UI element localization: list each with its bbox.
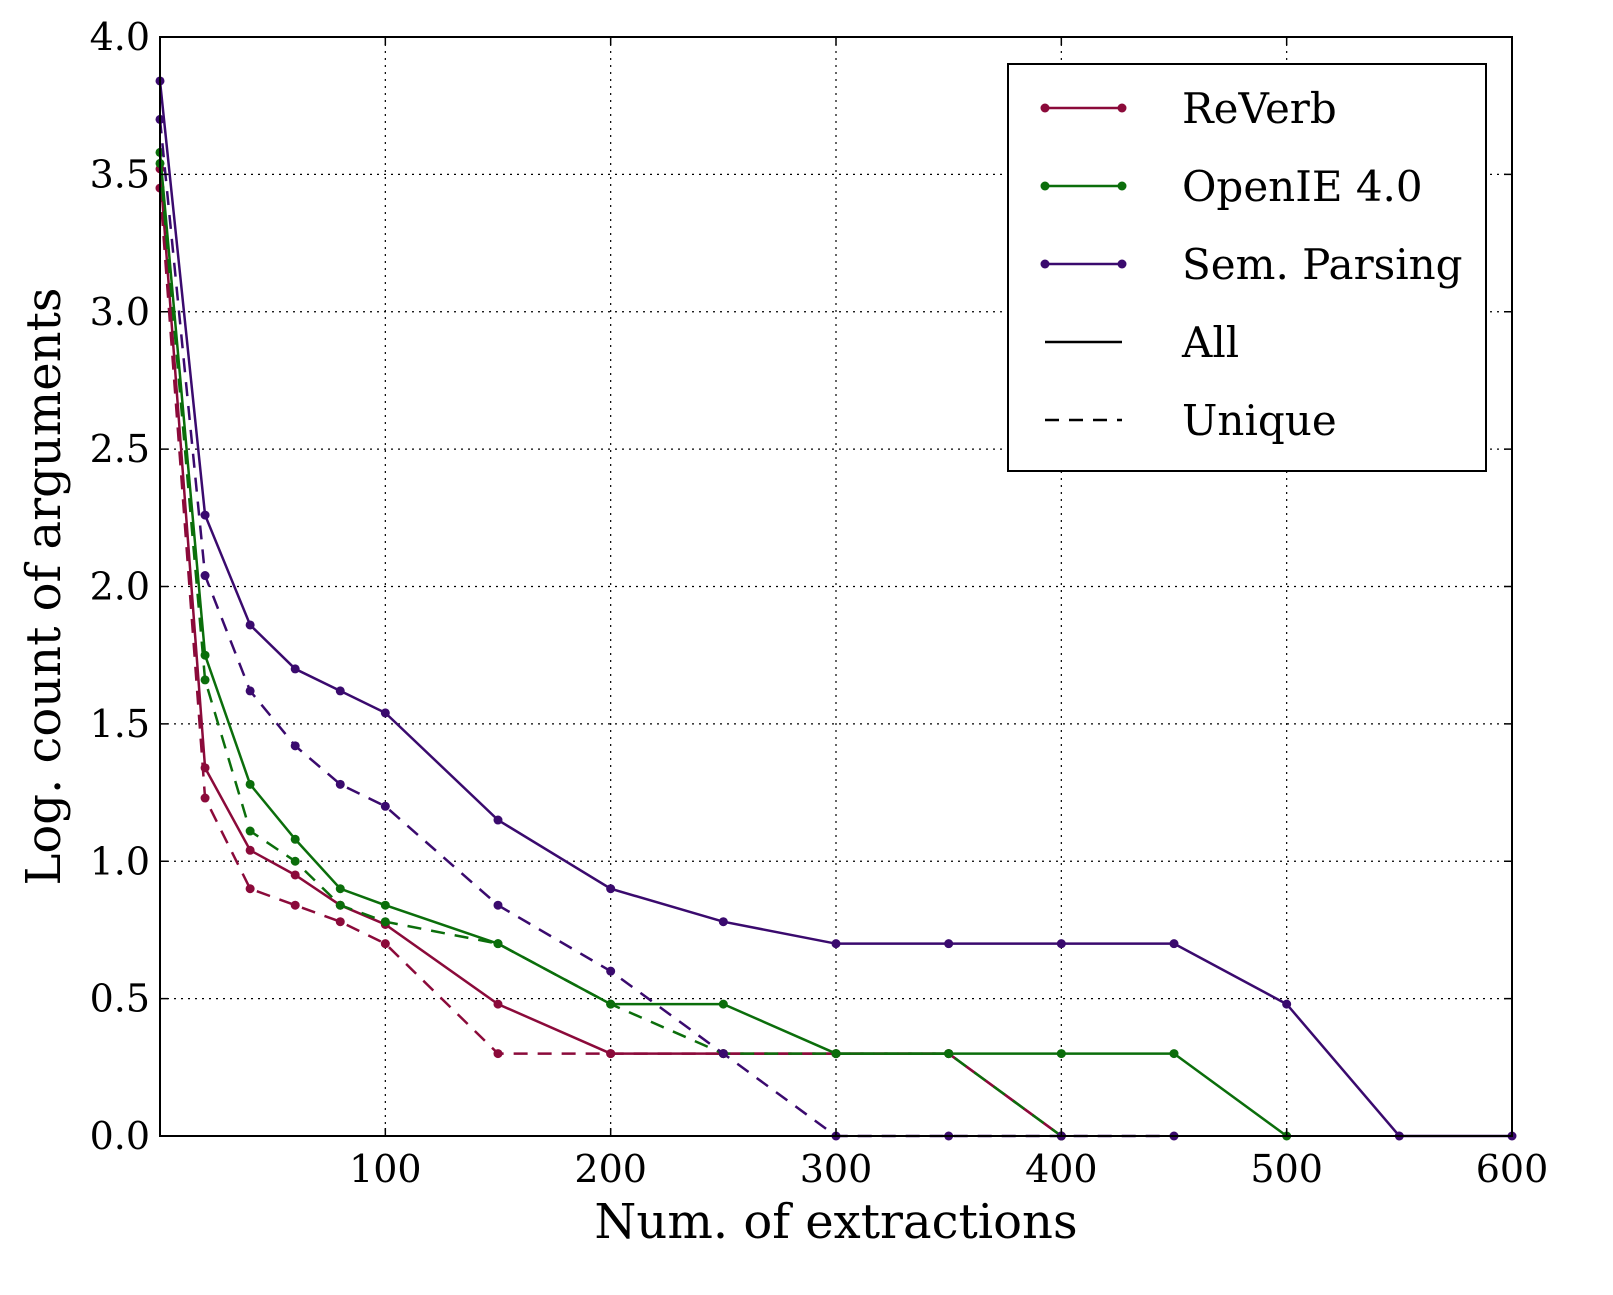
y-tick-label: 4.0 [90,15,150,59]
y-tick-label: 1.0 [90,839,150,883]
series-line [158,163,1063,1138]
legend: ReVerb OpenIE 4.0 Sem. Parsing All Unique [1007,63,1487,472]
data-point [1056,939,1066,949]
data-point [493,999,503,1009]
y-tick-label: 3.0 [90,290,150,334]
data-point [200,571,210,581]
data-point [290,664,300,674]
y-tick-label: 1.5 [90,702,150,746]
data-point [290,900,300,910]
data-point [200,510,210,520]
x-tick-label: 400 [1025,1147,1098,1191]
legend-item: Sem. Parsing [1040,240,1463,289]
data-point [944,1049,954,1059]
data-point [335,900,345,910]
data-point [606,999,616,1009]
data-point [380,801,390,811]
series-openie-4-0-unique [155,158,1066,1141]
data-point [606,884,616,894]
data-point [335,884,345,894]
legend-item: OpenIE 4.0 [1040,162,1423,211]
data-point [831,939,841,949]
x-tick-label: 300 [800,1147,873,1191]
legend-label: Unique [1182,396,1337,445]
data-point [493,1049,503,1059]
data-point [606,966,616,976]
series-line [158,80,1512,1138]
data-point [606,1049,616,1059]
data-point [1169,939,1179,949]
data-point [493,900,503,910]
data-point [200,675,210,685]
legend-label: Sem. Parsing [1182,240,1463,289]
series-line [158,188,1063,1138]
legend-item: ReVerb [1040,84,1337,133]
y-tick-label: 2.0 [90,565,150,609]
legend-box [1007,63,1487,472]
data-point [335,917,345,927]
legend-item: Unique [1045,396,1337,445]
data-point [380,917,390,927]
data-point [831,1049,841,1059]
data-point [493,939,503,949]
data-point [245,826,255,836]
series-sem-parsing-all [155,76,1517,1141]
data-point [380,708,390,718]
data-point [1169,1049,1179,1059]
x-tick-label: 500 [1250,1147,1323,1191]
x-tick-label: 600 [1476,1147,1549,1191]
x-axis-label: Num. of extractions [594,1194,1077,1250]
series-layer [155,76,1517,1141]
y-tick-label: 0.5 [90,977,150,1021]
legend-marker [1117,259,1127,269]
data-point [718,917,728,927]
data-point [200,793,210,803]
data-point [290,834,300,844]
y-tick-label: 2.5 [90,427,150,471]
legend-marker [1040,259,1050,269]
data-point [380,900,390,910]
data-point [245,686,255,696]
data-point [335,779,345,789]
legend-item: All [1045,318,1239,367]
data-point [718,999,728,1009]
data-point [944,939,954,949]
data-point [245,884,255,894]
data-point [335,686,345,696]
y-tick-label: 3.5 [90,152,150,196]
data-point [493,815,503,825]
y-tick-label: 0.0 [90,1114,150,1158]
data-point [718,1049,728,1059]
legend-marker [1117,103,1127,113]
axis-ticks: 100 200 300 400 500 600 0.0 0.5 1.0 1.5 2.0 2.5 3.0 3… [90,15,1549,1191]
data-point [1056,1049,1066,1059]
legend-marker [1040,103,1050,113]
legend-marker [1117,181,1127,191]
data-point [245,779,255,789]
data-point [290,856,300,866]
x-tick-label: 200 [574,1147,647,1191]
data-point [290,870,300,880]
legend-label: All [1181,318,1239,367]
y-axis-label: Log. count of arguments [16,287,72,885]
data-point [290,741,300,751]
legend-marker [1040,181,1050,191]
data-point [1282,999,1292,1009]
legend-label: ReVerb [1182,84,1337,133]
data-point [245,845,255,855]
data-point [245,620,255,630]
data-point [380,939,390,949]
legend-label: OpenIE 4.0 [1182,162,1423,211]
x-tick-label: 100 [349,1147,422,1191]
